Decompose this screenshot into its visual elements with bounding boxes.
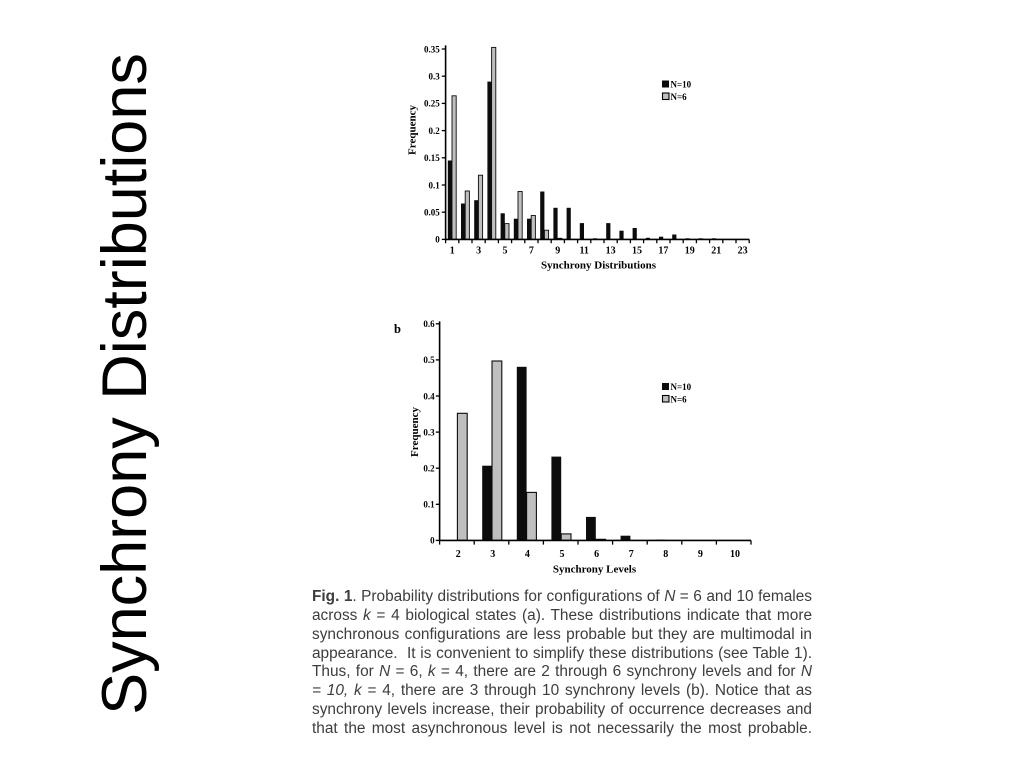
svg-text:2: 2 [456, 549, 461, 560]
svg-text:0: 0 [435, 235, 440, 245]
svg-text:b: b [394, 322, 401, 336]
svg-text:9: 9 [555, 246, 560, 257]
svg-text:0.35: 0.35 [424, 44, 440, 54]
svg-text:10: 10 [730, 549, 740, 560]
svg-text:Frequency: Frequency [407, 105, 419, 155]
svg-text:N=6: N=6 [671, 394, 688, 404]
svg-text:17: 17 [658, 246, 668, 257]
svg-text:15: 15 [632, 246, 642, 257]
svg-text:21: 21 [711, 246, 721, 257]
svg-text:3: 3 [476, 246, 481, 257]
svg-text:0.6: 0.6 [423, 319, 435, 329]
svg-text:11: 11 [579, 246, 588, 257]
svg-text:0.4: 0.4 [423, 391, 435, 401]
svg-text:0.1: 0.1 [423, 500, 435, 510]
svg-text:0.3: 0.3 [423, 427, 435, 437]
svg-text:23: 23 [738, 246, 748, 257]
svg-text:0: 0 [430, 536, 435, 546]
svg-text:9: 9 [698, 549, 703, 560]
svg-text:0.05: 0.05 [424, 208, 440, 218]
svg-text:7: 7 [629, 549, 634, 560]
svg-text:5: 5 [560, 549, 565, 560]
svg-text:0.25: 0.25 [424, 99, 440, 109]
svg-text:Synchrony Levels: Synchrony Levels [553, 563, 637, 575]
svg-text:0.3: 0.3 [429, 72, 441, 82]
svg-text:Synchrony Distributions: Synchrony Distributions [541, 260, 657, 272]
svg-text:8: 8 [663, 549, 668, 560]
svg-text:0.2: 0.2 [423, 464, 435, 474]
svg-text:19: 19 [685, 246, 695, 257]
svg-text:0.15: 0.15 [424, 153, 440, 163]
svg-text:0.2: 0.2 [429, 126, 441, 136]
svg-text:0.1: 0.1 [429, 180, 441, 190]
svg-text:3: 3 [490, 549, 495, 560]
svg-text:1: 1 [450, 246, 455, 257]
svg-text:5: 5 [503, 246, 508, 257]
svg-text:N=10: N=10 [671, 80, 692, 90]
svg-text:6: 6 [594, 549, 599, 560]
svg-text:N=10: N=10 [671, 382, 692, 392]
svg-text:4: 4 [525, 549, 530, 560]
svg-text:0.5: 0.5 [423, 355, 435, 365]
svg-text:7: 7 [529, 246, 534, 257]
svg-text:13: 13 [606, 246, 616, 257]
svg-text:Frequency: Frequency [409, 407, 421, 457]
svg-text:N=6: N=6 [671, 92, 688, 102]
